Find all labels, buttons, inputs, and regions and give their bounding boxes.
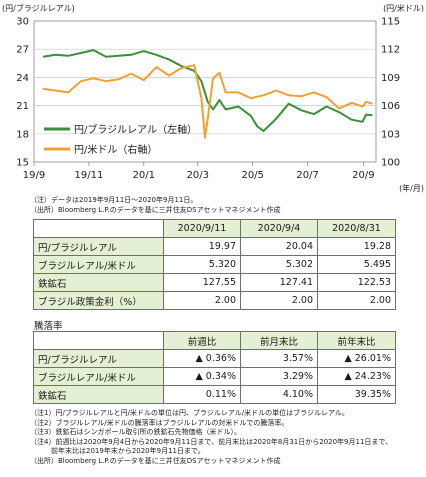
table-cell: ▲ 0.34% [163,367,241,386]
row-label: 鉄鉱石 [33,273,164,292]
table-row: ブラジルレアル/米ドル 5.320 5.302 5.495 [33,255,396,274]
table-header-row: 前週比 前月末比 前年末比 [33,331,396,350]
change-rate-table: 前週比 前月末比 前年末比 円/ブラジルレアル ▲ 0.36% 3.57% ▲ … [33,331,396,404]
table-cell: 39.35% [317,385,396,404]
row-label: 鉄鉱石 [33,385,164,404]
footnotes: （注1）円/ブラジルレアルと円/米ドルの単位は円、ブラジルレアル/米ドルの単位は… [30,409,392,466]
column-header: 2020/8/31 [317,219,396,238]
y-right-tick-label: 112 [381,45,400,56]
x-tick-label: 20/9 [352,170,374,181]
table-row: 鉄鉱石 0.11% 4.10% 39.35% [33,385,396,404]
x-tick-label: 20/1 [133,170,155,181]
series-line-jpy-brl [42,49,373,132]
table-cell: ▲ 0.36% [163,349,241,368]
y-left-tick-label: 15 [16,158,29,169]
table-cell: 3.29% [240,367,318,386]
y-left-axis-label: (円/ブラジルレアル) [2,3,75,13]
y-left-tick-label: 27 [16,45,29,56]
x-tick-label: 20/3 [187,170,209,181]
column-header: 前年末比 [317,331,396,350]
column-header: 前月末比 [240,331,318,350]
row-label: 円/ブラジルレアル [33,349,164,368]
footnote-line: 前年末比は2019年末から2020年9月11日まで。 [30,447,205,455]
table-cell: 5.495 [317,255,396,274]
table-header-row: 2020/9/11 2020/9/4 2020/8/31 [33,219,396,238]
table-cell: 122.53 [317,273,396,292]
table-cell: 5.302 [240,255,318,274]
y-left-tick-label: 24 [16,73,29,84]
table-cell: 127.55 [163,273,241,292]
chart-notes: （注）データは2019年9月11日～2020年9月11日。 （出所）Bloomb… [30,196,280,215]
column-header: 前週比 [163,331,241,350]
x-tick-label: 20/7 [296,170,318,181]
table-row: ブラジルレアル/米ドル ▲ 0.34% 3.29% ▲ 24.23% [33,367,396,386]
series-line-jpy-usd [42,64,373,139]
y-right-tick-label: 109 [381,73,400,84]
market-levels-table: 2020/9/11 2020/9/4 2020/8/31 円/ブラジルレアル 1… [33,219,396,310]
row-label: ブラジルレアル/米ドル [33,255,164,274]
x-tick-label: 19/11 [74,170,103,181]
row-label: ブラジル政策金利（%） [33,291,164,310]
y-right-tick-label: 115 [381,17,400,28]
footnote-line: （注2）ブラジルレアル/米ドルの騰落率はブラジルレアルの対米ドルでの騰落率。 [30,418,289,427]
legend-label: 円/ブラジルレアル（左軸） [74,123,197,136]
y-right-axis-label: (円/米ドル) [383,3,424,13]
chart-source-line: （出所）Bloomberg L.P.のデータを基に三井住友DSアセットマネジメン… [30,205,281,214]
row-label: ブラジルレアル/米ドル [33,367,164,386]
x-tick-label: 20/5 [241,170,263,181]
y-left-tick-label: 18 [16,129,29,140]
row-label: 円/ブラジルレアル [33,237,164,256]
legend-label: 円/米ドル（右軸） [74,143,157,156]
table-cell: 2.00 [163,291,241,310]
change-rate-title: 騰落率 [34,321,63,332]
plot-frame [33,20,377,163]
table-cell: 2.00 [240,291,318,310]
table-corner-cell [33,219,164,238]
footnote-line: （注3）鉄鉱石はシンガポール取引所の鉄鉱石先物価格（米ドル）。 [30,428,241,436]
table-row: ブラジル政策金利（%） 2.00 2.00 2.00 [33,291,396,310]
footnote-line: （注1）円/ブラジルレアルと円/米ドルの単位は円、ブラジルレアル/米ドルの単位は… [30,409,349,417]
table-cell: 2.00 [317,291,396,310]
chart-note-line: （注）データは2019年9月11日～2020年9月11日。 [30,196,198,204]
x-unit-label: (年/月) [399,183,424,193]
table-cell: 0.11% [163,385,241,404]
y-right-tick-label: 106 [381,101,400,112]
fx-line-chart: 15 18 21 24 27 30 100 103 106 109 112 115 19/9 19/11 2… [2,3,424,193]
table-corner-cell [33,331,164,350]
table-cell: 4.10% [240,385,318,404]
x-tick-label: 19/9 [23,170,45,181]
table-cell: 5.320 [163,255,241,274]
column-header: 2020/9/11 [163,219,241,238]
y-left-tick-label: 21 [16,101,29,112]
y-right-tick-label: 103 [381,129,400,140]
y-right-tick-label: 100 [381,158,400,169]
y-left-tick-label: 30 [16,17,29,28]
table-cell: 20.04 [240,237,318,256]
table-cell: 19.97 [163,237,241,256]
table-row: 円/ブラジルレアル ▲ 0.36% 3.57% ▲ 26.01% [33,349,396,368]
footnote-source-line: （出所）Bloomberg L.P.のデータを基に三井住友DSアセットマネジメン… [30,456,281,465]
footnote-line: （注4）前週比は2020年9月4日から2020年9月11日まで、前月末比は202… [30,437,393,446]
table-cell: 127.41 [240,273,318,292]
table-cell: 3.57% [240,349,318,368]
table-row: 鉄鉱石 127.55 127.41 122.53 [33,273,396,292]
table-cell: ▲ 26.01% [317,349,396,368]
table-cell: ▲ 24.23% [317,367,396,386]
table-cell: 19.28 [317,237,396,256]
column-header: 2020/9/4 [240,219,318,238]
table-row: 円/ブラジルレアル 19.97 20.04 19.28 [33,237,396,256]
